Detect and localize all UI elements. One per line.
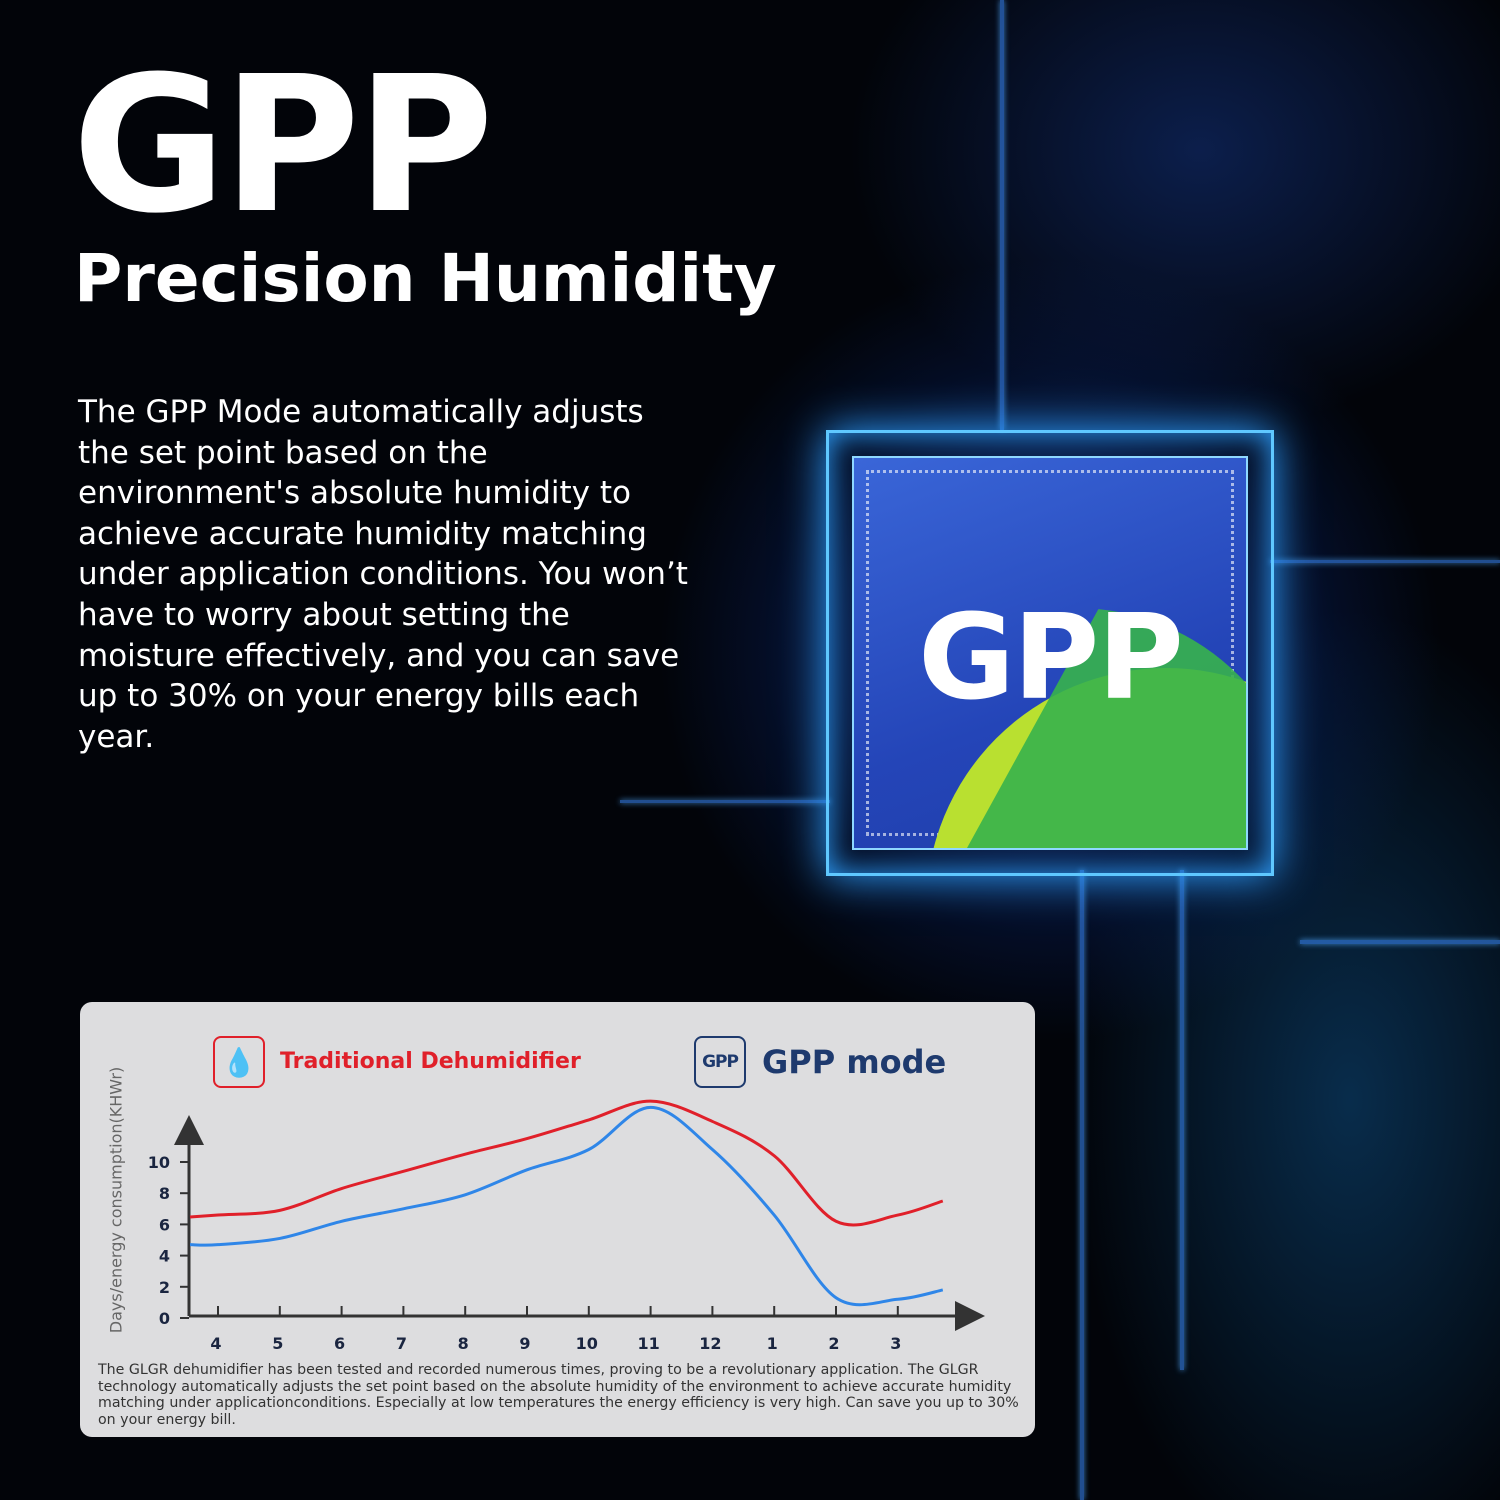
page-subtitle: Precision Humidity — [74, 240, 777, 317]
y-tick-label: 10 — [148, 1153, 170, 1172]
x-tick-label: 3 — [890, 1334, 901, 1353]
x-tick-label: 11 — [637, 1334, 659, 1353]
y-tick-label: 2 — [159, 1278, 170, 1297]
x-tick-label: 9 — [519, 1334, 530, 1353]
y-tick-label: 0 — [159, 1309, 170, 1328]
circuit-trace — [1080, 870, 1084, 1500]
page-title: GPP — [72, 36, 494, 255]
description: The GPP Mode automatically adjusts the s… — [78, 394, 688, 755]
circuit-trace — [1300, 940, 1500, 944]
y-tick-label: 6 — [159, 1215, 170, 1234]
series-line-gpp — [189, 1105, 944, 1307]
x-tick-label: 4 — [210, 1334, 221, 1353]
legend-traditional: Traditional Dehumidifier — [280, 1049, 581, 1074]
circuit-trace — [1180, 870, 1184, 1370]
x-tick-label: 6 — [334, 1334, 345, 1353]
chip-glow — [826, 430, 1274, 876]
water-drops-icon: 💧 — [213, 1036, 265, 1088]
chart-panel — [80, 1002, 1035, 1437]
series-line-traditional — [189, 1099, 944, 1227]
x-tick-label: 12 — [699, 1334, 721, 1353]
legend-gpp: GPP mode — [762, 1043, 947, 1081]
x-tick-label: 5 — [272, 1334, 283, 1353]
y-tick-label: 4 — [159, 1247, 170, 1266]
x-tick-label: 8 — [458, 1334, 469, 1353]
circuit-trace — [1270, 560, 1500, 563]
chip-label: GPP — [918, 588, 1184, 726]
gpp-chip: GPP — [852, 456, 1248, 850]
y-tick-label: 8 — [159, 1184, 170, 1203]
circuit-trace — [620, 800, 830, 803]
footnote: The GLGR dehumidifier has been tested an… — [98, 1362, 1019, 1428]
x-tick-label: 1 — [767, 1334, 778, 1353]
x-tick-label: 10 — [576, 1334, 598, 1353]
circuit-trace — [1000, 0, 1004, 430]
x-tick-label: 7 — [396, 1334, 407, 1353]
gpp-mode-icon: GPP — [694, 1036, 746, 1088]
x-tick-label: 2 — [828, 1334, 839, 1353]
